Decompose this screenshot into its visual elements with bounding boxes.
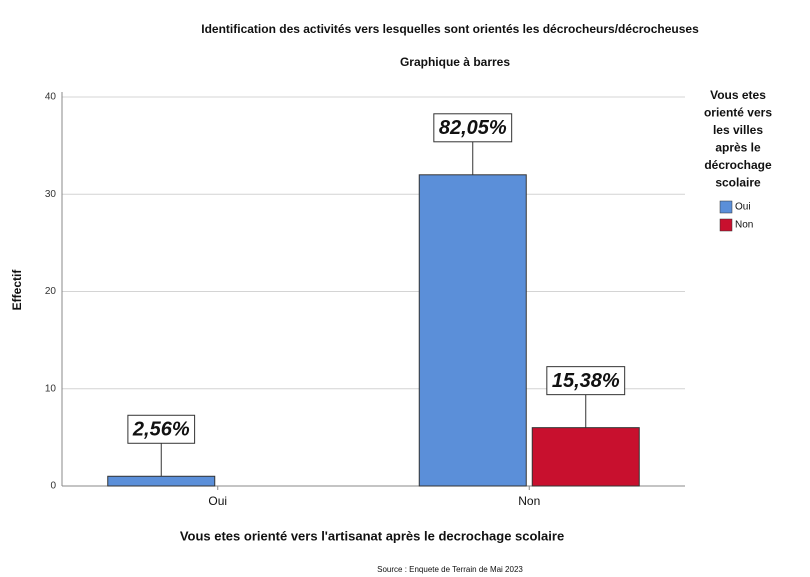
bar-label: 2,56% <box>132 419 190 441</box>
label-box <box>433 113 513 143</box>
bar-label: 82,05% <box>439 117 507 139</box>
legend-swatch <box>719 218 733 232</box>
legend-title: décrochage <box>704 158 772 172</box>
legend-label: Non <box>735 220 753 231</box>
source: Source : Enquete de Terrain de Mai 2023 <box>377 565 523 574</box>
y-tick-label: 20 <box>45 286 57 297</box>
x-axis-label: Vous etes orienté vers l'artisanat après… <box>180 528 564 543</box>
legend-title: après le <box>715 141 761 155</box>
bar-label: 15,38% <box>552 370 620 392</box>
x-tick-label: Oui <box>208 494 227 508</box>
y-axis-label: Effectif <box>10 269 24 311</box>
bar <box>531 427 640 487</box>
chart-title: Identification des activités vers lesque… <box>201 22 699 36</box>
legend-title: scolaire <box>715 176 761 190</box>
legend-title: Vous etes <box>710 88 766 102</box>
label-box <box>546 366 626 396</box>
label-box <box>127 414 196 444</box>
legend-swatch <box>719 200 733 214</box>
y-tick-label: 40 <box>45 92 57 103</box>
y-tick-label: 30 <box>45 189 57 200</box>
x-tick-label: Non <box>518 494 540 508</box>
legend-title: les villes <box>713 123 763 137</box>
y-tick-label: 10 <box>45 383 57 394</box>
legend-title: orienté vers <box>704 106 772 120</box>
bar <box>418 174 527 487</box>
chart-subtitle: Graphique à barres <box>400 55 510 69</box>
y-tick-label: 0 <box>50 481 56 492</box>
bar <box>107 475 216 487</box>
legend-label: Oui <box>735 202 751 213</box>
